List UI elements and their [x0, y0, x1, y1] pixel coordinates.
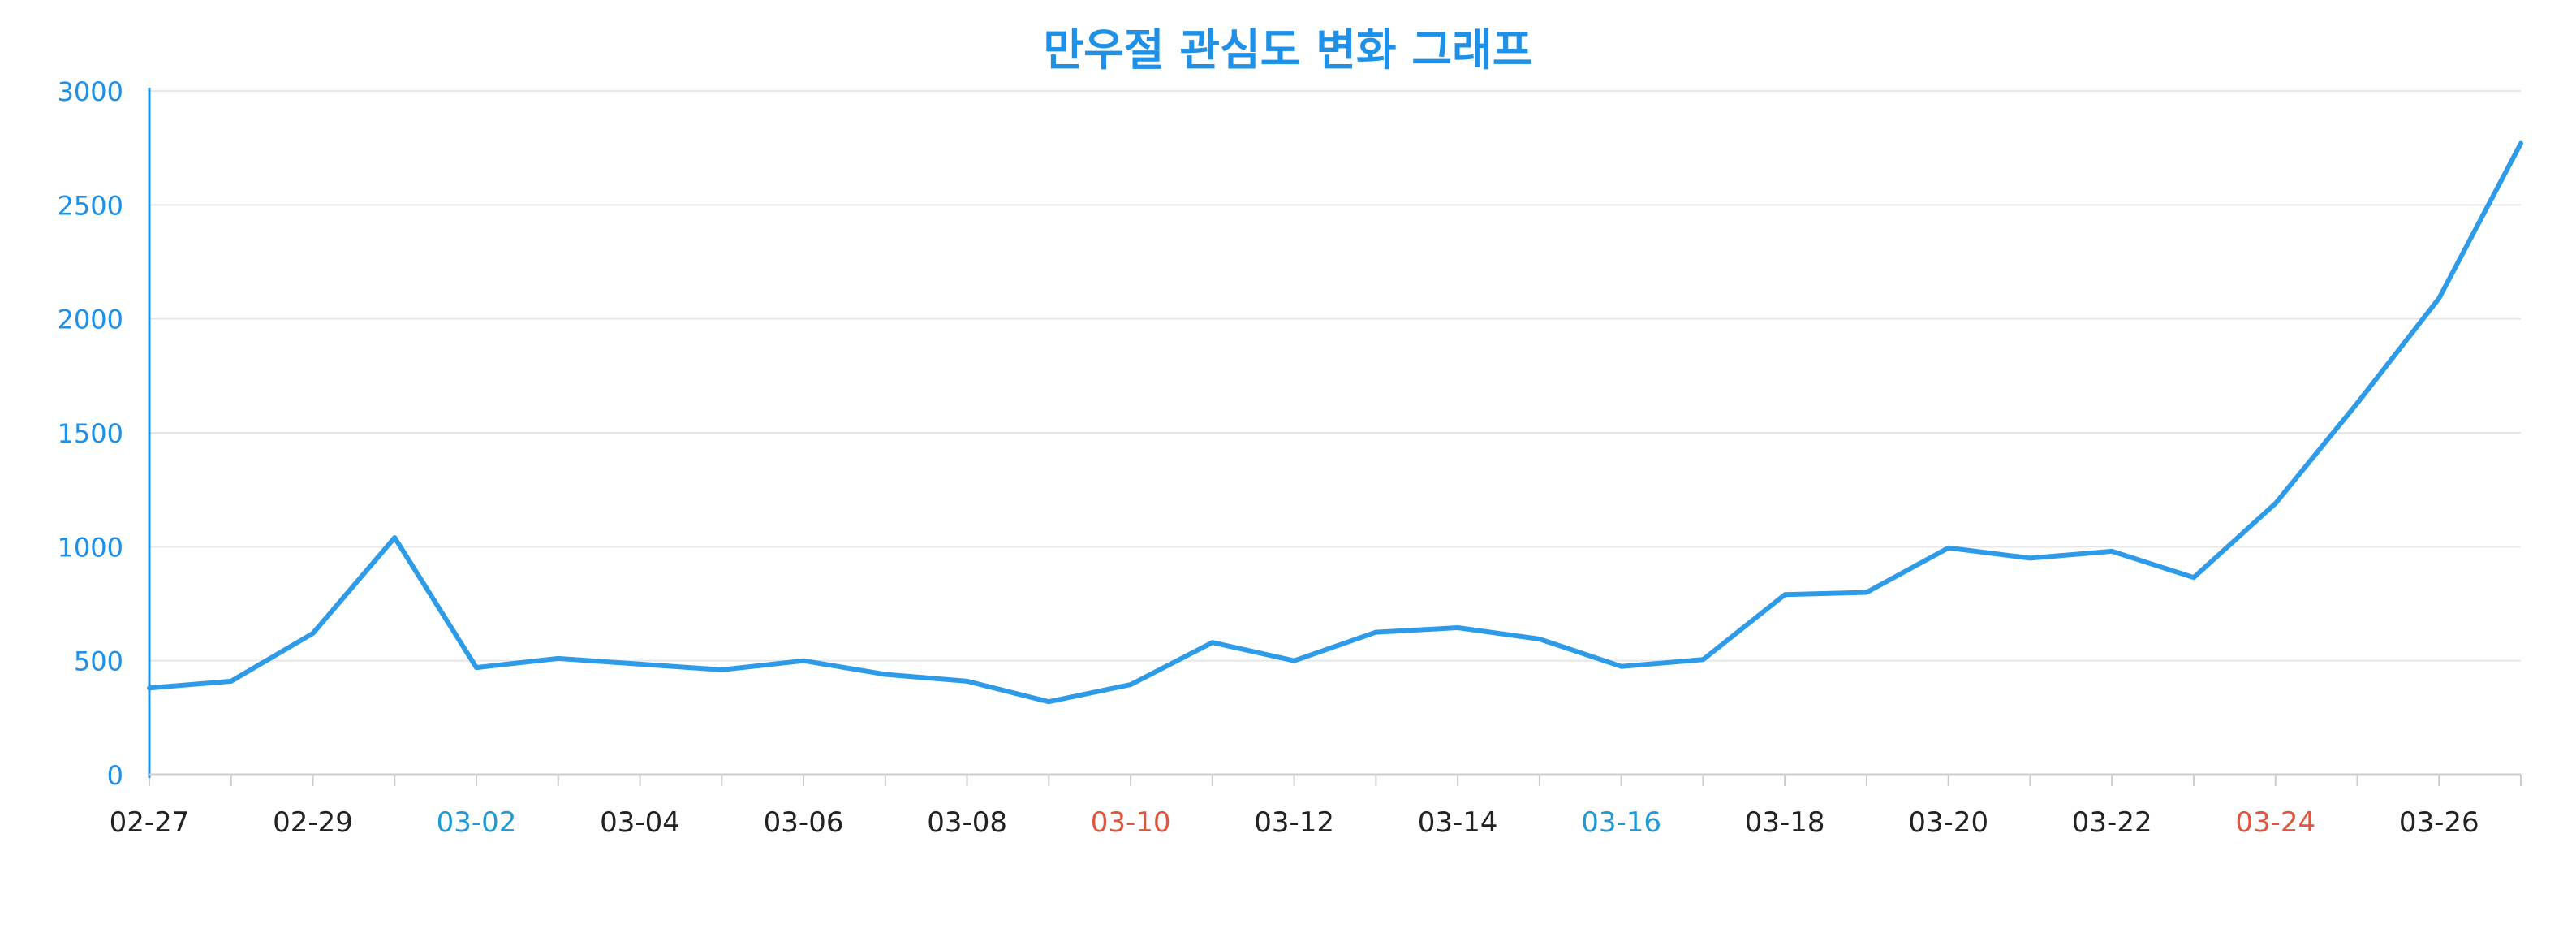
y-tick-label: 500: [74, 646, 123, 677]
x-tick-label: 03-04: [600, 806, 680, 839]
y-tick-label: 2500: [58, 190, 123, 221]
x-tick-label: 03-10: [1091, 806, 1171, 839]
y-tick-label: 2000: [58, 305, 123, 335]
x-tick-label: 02-29: [273, 806, 353, 839]
x-tick-label: 03-20: [1908, 806, 1988, 839]
x-tick-label: 03-02: [437, 806, 517, 839]
y-tick-label: 3000: [58, 76, 123, 107]
y-tick-label: 1000: [58, 532, 123, 563]
x-tick-label: 03-24: [2235, 806, 2315, 839]
series-line: [147, 140, 2523, 705]
x-tick-label: 02-27: [110, 806, 190, 839]
x-tick-label: 03-18: [1745, 806, 1825, 839]
y-tick-label: 1500: [58, 418, 123, 449]
y-axis-ticks: 0 500 1000 1500 2000 2500 3000: [58, 76, 123, 791]
x-tick-label: 03-08: [927, 806, 1007, 839]
x-tick-label: 03-06: [764, 806, 844, 839]
x-tick-label: 03-22: [2072, 806, 2152, 839]
y-tick-label: 0: [107, 760, 123, 791]
x-tick-label: 03-12: [1254, 806, 1334, 839]
grid-lines: [149, 90, 2521, 662]
x-tick-label: 03-14: [1418, 806, 1498, 839]
x-axis-ticks: 02-27 02-29 03-02 03-04 03-06 03-08 03-10 03-12…: [110, 775, 2522, 839]
x-tick-label: 03-16: [1581, 806, 1661, 839]
x-tick-label: 03-26: [2399, 806, 2479, 839]
chart-title: 만우절 관심도 변화 그래프: [1044, 24, 1533, 76]
